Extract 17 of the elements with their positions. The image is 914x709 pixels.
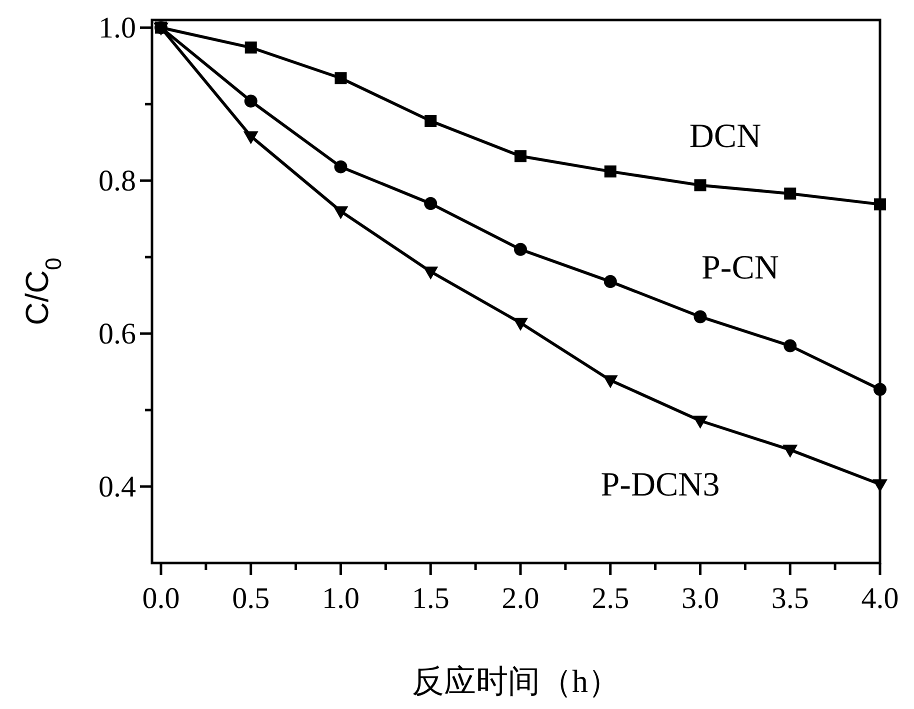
- x-tick-label: 3.5: [771, 582, 809, 615]
- x-tick-label: 0.0: [142, 582, 180, 615]
- x-axis-title: 反应时间（h）: [412, 663, 620, 699]
- x-tick-label: 2.5: [592, 582, 630, 615]
- series-label: DCN: [689, 118, 762, 156]
- x-tick-label: 4.0: [861, 582, 899, 615]
- x-tick-label: 1.5: [412, 582, 450, 615]
- x-tick-label: 3.0: [681, 582, 719, 615]
- x-tick-label: 2.0: [502, 582, 540, 615]
- y-tick-label: 0.6: [98, 318, 136, 351]
- y-tick-label: 1.0: [98, 12, 136, 45]
- x-tick-label: 1.0: [322, 582, 360, 615]
- series-label: P-DCN3: [600, 466, 720, 504]
- series-label: P-CN: [702, 250, 779, 287]
- x-tick-label: 0.5: [232, 582, 270, 615]
- y-tick-label: 0.8: [98, 164, 136, 198]
- y-tick-label: 0.4: [98, 470, 136, 504]
